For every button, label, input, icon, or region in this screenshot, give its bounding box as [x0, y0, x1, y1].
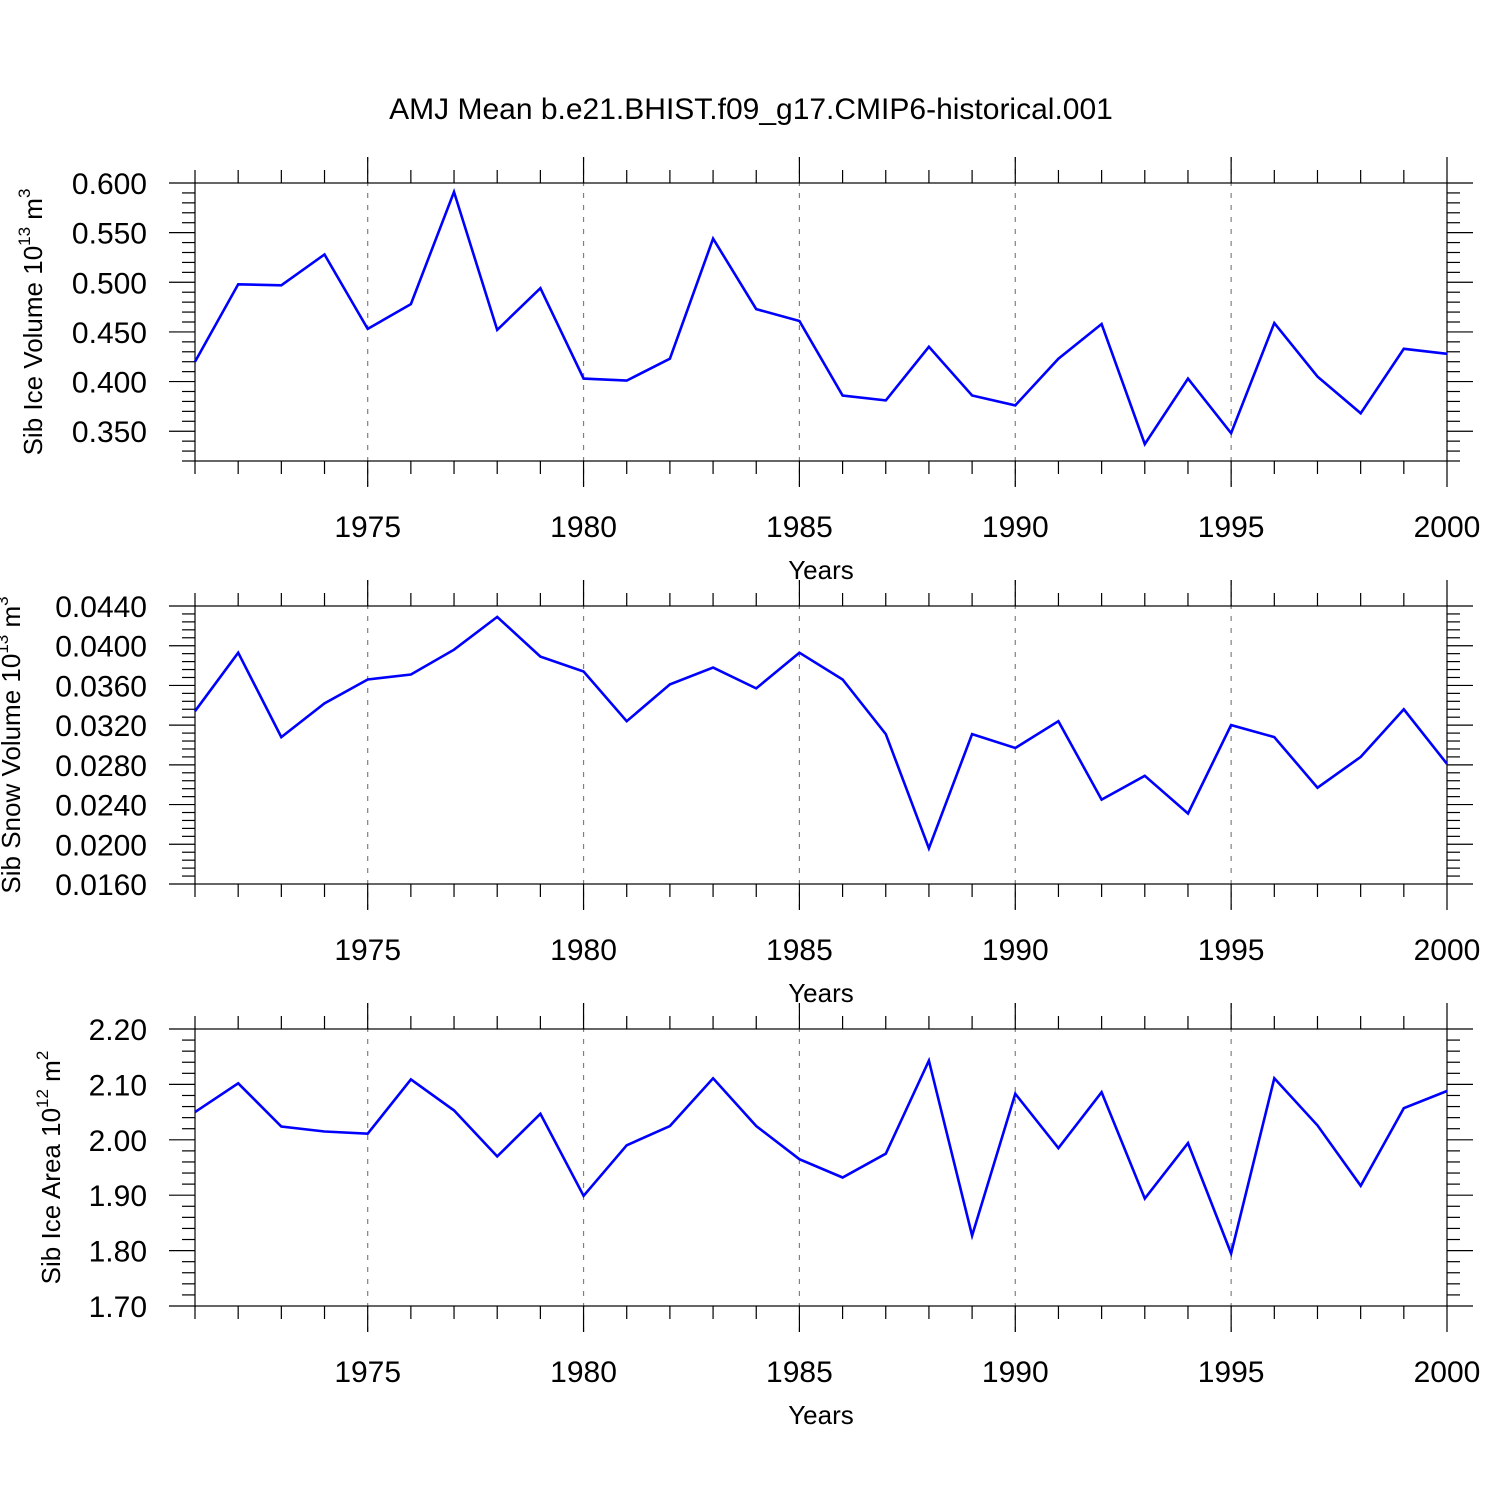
y-tick-label: 2.00 — [89, 1125, 147, 1158]
x-tick-label: 1980 — [550, 511, 617, 544]
x-tick-label: 1980 — [550, 934, 617, 967]
plot-frame — [194, 605, 1448, 885]
y-tick-label: 0.450 — [72, 317, 147, 350]
y-tick-label: 0.0360 — [55, 670, 147, 703]
x-tick-label: 2000 — [1414, 934, 1481, 967]
y-tick-label: 1.80 — [89, 1236, 147, 1269]
x-tick-label: 1995 — [1198, 934, 1265, 967]
x-tick-label: 1985 — [766, 934, 833, 967]
y-axis-label: Sib Ice Area 1012 m2 — [33, 1051, 66, 1285]
y-axis-label: Sib Snow Volume 1013 m3 — [0, 596, 26, 893]
y-tick-label: 2.10 — [89, 1069, 147, 1102]
y-tick-label: 0.0240 — [55, 790, 147, 823]
y-tick-label: 0.0160 — [55, 869, 147, 902]
x-tick-label: 1995 — [1198, 511, 1265, 544]
series-line-ice-area — [194, 1056, 1448, 1258]
y-tick-label: 0.550 — [72, 218, 147, 251]
plot-frame — [194, 1028, 1448, 1307]
x-tick-label: 1980 — [550, 1356, 617, 1389]
y-tick-label: 0.0320 — [55, 710, 147, 743]
x-tick-label: 1975 — [334, 1356, 401, 1389]
y-tick-label: 0.600 — [72, 168, 147, 201]
series-line-snow-volume — [193, 615, 1449, 852]
x-tick-label: 1985 — [766, 511, 833, 544]
series-line-ice-volume — [193, 187, 1448, 447]
panel-ice-volume: 0.350 0.400 0.450 0.500 0.550 0.600 1975 1980 19… — [15, 157, 1480, 585]
y-tick-label: 0.500 — [72, 267, 147, 300]
x-axis-label: Years — [788, 1400, 854, 1430]
x-tick-label: 1995 — [1198, 1356, 1265, 1389]
y-tick-label: 0.350 — [72, 416, 147, 449]
panel-snow-volume: 0.0160 0.0200 0.0240 0.0280 0.0320 0.0360 0.04… — [0, 580, 1480, 1008]
y-tick-label: 0.0200 — [55, 829, 147, 862]
y-tick-label: 0.0400 — [55, 631, 147, 664]
plot-frame — [194, 182, 1448, 462]
y-tick-label: 0.0280 — [55, 750, 147, 783]
y-tick-label: 0.0440 — [55, 591, 147, 624]
y-tick-label: 2.20 — [89, 1014, 147, 1047]
figure-title: AMJ Mean b.e21.BHIST.f09_g17.CMIP6-histo… — [389, 93, 1113, 126]
x-tick-label: 1990 — [982, 511, 1049, 544]
x-tick-label: 1990 — [982, 1356, 1049, 1389]
y-tick-label: 1.70 — [89, 1291, 147, 1324]
x-tick-label: 2000 — [1414, 511, 1481, 544]
y-tick-label: 0.400 — [72, 367, 147, 400]
x-tick-label: 2000 — [1414, 1356, 1481, 1389]
x-axis-label: Years — [788, 978, 854, 1008]
y-tick-label: 1.90 — [89, 1180, 147, 1213]
x-tick-label: 1990 — [982, 934, 1049, 967]
panel-ice-area: 1.70 1.80 1.90 2.00 2.10 2.20 1975 1980 1985 1990… — [33, 1003, 1480, 1430]
x-tick-label: 1975 — [334, 934, 401, 967]
y-axis-label: Sib Ice Volume 1013 m3 — [15, 189, 48, 456]
x-axis-label: Years — [788, 555, 854, 585]
x-tick-label: 1975 — [334, 511, 401, 544]
x-tick-label: 1985 — [766, 1356, 833, 1389]
